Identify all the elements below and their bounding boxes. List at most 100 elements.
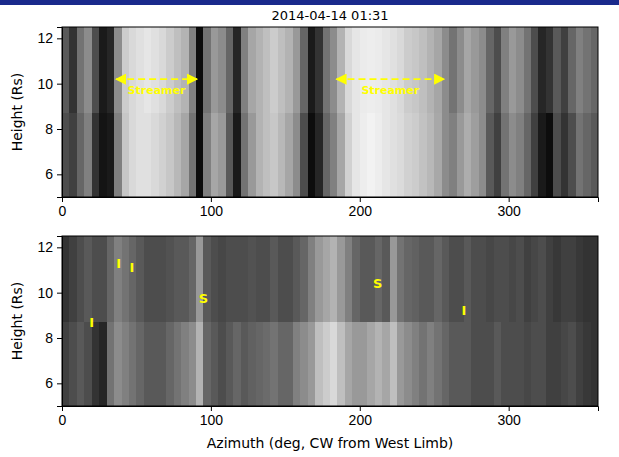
heatmap-cell <box>449 27 457 113</box>
heatmap-cell <box>345 321 353 406</box>
heatmap-cell <box>568 27 576 113</box>
heatmap-cell <box>211 321 219 406</box>
y-tick-mark <box>57 174 62 175</box>
heatmap-cell <box>553 27 561 113</box>
heatmap-cell <box>196 236 204 322</box>
header-bar <box>0 0 619 5</box>
heatmap-cell <box>166 321 174 406</box>
heatmap-cell <box>390 27 398 113</box>
heatmap-cell <box>568 321 576 406</box>
heatmap-cell <box>92 27 100 113</box>
x-tick: 0 <box>59 197 67 219</box>
y-tick-mark <box>57 247 62 248</box>
heatmap-cell <box>99 112 107 197</box>
heatmap-cell <box>174 236 182 322</box>
heatmap-cell <box>524 236 532 322</box>
heatmap-cell <box>315 27 323 113</box>
heatmap-cell <box>412 112 420 197</box>
annotation-label: I <box>130 260 135 275</box>
heatmap-cell <box>486 27 494 113</box>
heatmap-cell <box>256 112 264 197</box>
heatmap-cell <box>486 112 494 197</box>
heatmap-cell <box>77 236 85 322</box>
heatmap-cell <box>509 112 517 197</box>
heatmap-cell <box>375 112 383 197</box>
heatmap-cell <box>129 27 137 113</box>
heatmap-cell <box>241 27 249 113</box>
heatmap-cell <box>486 236 494 322</box>
x-tick: 300 <box>497 197 521 219</box>
annotation-label: S <box>373 276 382 291</box>
x-tick: 100 <box>200 197 224 219</box>
heatmap-cell <box>561 236 569 322</box>
heatmap-cell <box>442 321 450 406</box>
heatmap-cell <box>300 112 308 197</box>
heatmap-cell <box>69 27 77 113</box>
heatmap-cell <box>99 236 107 322</box>
heatmap-cell <box>367 321 375 406</box>
heatmap-cell <box>494 27 502 113</box>
heatmap-cell <box>576 27 584 113</box>
heatmap-cell <box>211 27 219 113</box>
heatmap-cell <box>449 321 457 406</box>
y-axis-line <box>57 237 63 407</box>
heatmap-cell <box>203 27 211 113</box>
heatmap-cell <box>337 112 345 197</box>
heatmap-cell <box>479 112 487 197</box>
annotation-arrow <box>116 78 197 80</box>
heatmap-cell <box>442 112 450 197</box>
heatmap-cell <box>211 236 219 322</box>
heatmap-cell <box>270 112 278 197</box>
heatmap-cell <box>397 321 405 406</box>
panel: 0100200300681012Azimuth (deg, CW from We… <box>9 236 599 451</box>
heatmap-cell <box>189 112 197 197</box>
y-tick-mark <box>57 338 62 339</box>
heatmap-cell <box>136 321 144 406</box>
heatmap-cell <box>323 112 331 197</box>
heatmap-cell <box>464 27 472 113</box>
heatmap-cell <box>397 236 405 322</box>
heatmap-cell <box>203 112 211 197</box>
heatmap-cell <box>576 236 584 322</box>
annotation-label: I <box>89 315 94 330</box>
heatmap-cell <box>457 112 465 197</box>
heatmap-cell <box>263 112 271 197</box>
heatmap-cell <box>226 27 234 113</box>
heatmap-cell <box>300 27 308 113</box>
heatmap-cell <box>404 236 412 322</box>
panel: 01002003006810122014-04-14 01:31Height (… <box>9 8 599 219</box>
heatmap-cell <box>360 236 368 322</box>
heatmap-cell <box>278 112 286 197</box>
heatmap-cell <box>129 321 137 406</box>
heatmap-cell <box>538 321 546 406</box>
heatmap-cell <box>69 236 77 322</box>
annotation-label: I <box>116 256 121 271</box>
plot-frame <box>62 27 598 197</box>
heatmap-cell <box>352 112 360 197</box>
heatmap-cell <box>144 27 152 113</box>
y-axis: 681012 <box>37 237 62 407</box>
heatmap-cell <box>494 236 502 322</box>
heatmap-cell <box>419 236 427 322</box>
heatmap-cell <box>62 236 70 322</box>
heatmap-cell <box>166 27 174 113</box>
heatmap-cell <box>278 321 286 406</box>
y-axis-line <box>57 28 63 198</box>
heatmap-cell <box>591 112 598 197</box>
y-tick-label: 6 <box>45 375 53 391</box>
heatmap-cell <box>136 27 144 113</box>
y-tick: 8 <box>45 330 62 346</box>
x-tick-mark <box>211 197 212 202</box>
heatmap-cell <box>576 112 584 197</box>
x-tick-label: 200 <box>349 412 373 428</box>
heatmap-cell <box>107 27 115 113</box>
heatmap-cell <box>241 236 249 322</box>
y-tick-label: 8 <box>45 330 53 346</box>
y-tick-mark <box>57 84 62 85</box>
heatmap-cell <box>256 236 264 322</box>
y-tick-label: 10 <box>37 76 53 92</box>
heatmap-cell <box>471 236 479 322</box>
heatmap-cell <box>218 112 226 197</box>
heatmap-cell <box>360 321 368 406</box>
x-tick-mark <box>509 406 510 411</box>
